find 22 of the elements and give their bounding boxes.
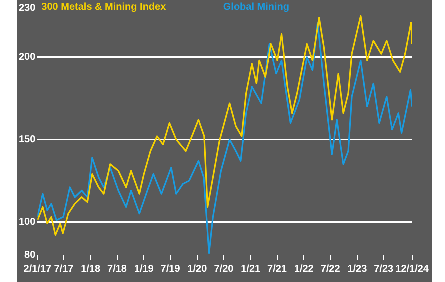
- x-tick-label: 1/22: [294, 264, 314, 275]
- x-tick-label: 1/21: [241, 264, 262, 275]
- y-tick-label: 100: [18, 216, 36, 228]
- x-tick-label: 7/19: [160, 264, 181, 275]
- y-tick-label: 200: [18, 52, 36, 64]
- x-tick-label: 1/19: [134, 264, 154, 275]
- x-tick-label: 7/20: [214, 264, 234, 275]
- y-tick-label: 230: [18, 2, 36, 14]
- x-tick-label: 1/23: [348, 264, 368, 275]
- y-tick-label: 80: [24, 250, 36, 261]
- text: Global Mining: [223, 2, 290, 13]
- x-tick-label: 7/23: [374, 264, 394, 275]
- text: 300 Metals & Mining Index: [42, 2, 167, 13]
- x-tick-label: 1/20: [188, 264, 208, 275]
- x-tick-label: 2/1/17: [24, 264, 52, 275]
- x-tick-label: 7/22: [320, 264, 341, 275]
- x-tick-label: 1/18: [81, 264, 101, 275]
- x-tick-label: 7/17: [54, 264, 74, 275]
- x-tick-label: 12/1/24: [396, 264, 430, 275]
- x-tick-label: 7/18: [108, 264, 128, 275]
- y-tick-label: 150: [18, 134, 36, 146]
- x-tick-label: 7/21: [268, 264, 288, 275]
